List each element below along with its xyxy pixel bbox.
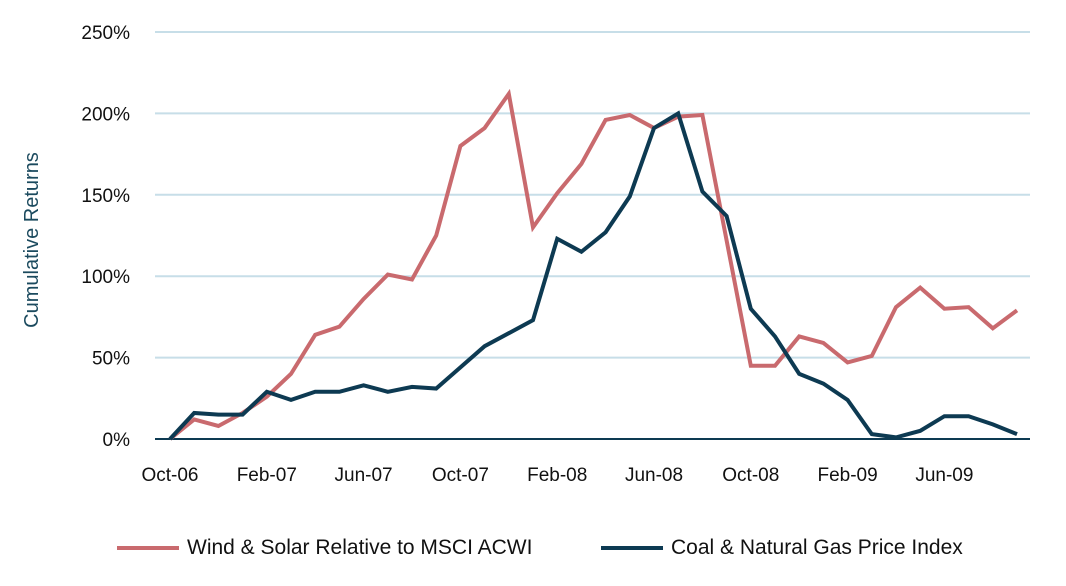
x-tick-label: Feb-09 [817, 465, 877, 486]
series-lines [168, 88, 1019, 441]
x-tick-label: Oct-08 [722, 465, 779, 486]
y-tick-label: 100% [81, 267, 130, 288]
series-line-wind-solar [168, 88, 1019, 441]
x-tick-label: Jun-07 [335, 465, 393, 486]
x-tick-label: Feb-08 [527, 465, 587, 486]
gridlines [155, 31, 1030, 440]
y-tick-label: 250% [81, 23, 130, 44]
x-tick-label: Oct-07 [432, 465, 489, 486]
y-tick-label: 150% [81, 186, 130, 207]
y-tick-label: 200% [81, 104, 130, 125]
y-axis-label: Cumulative Returns [21, 152, 43, 328]
y-tick-labels: 0% 50% 100% 150% 200% 250% [81, 23, 130, 451]
legend-label-coal-gas: Coal & Natural Gas Price Index [671, 536, 963, 559]
x-tick-label: Jun-08 [625, 465, 683, 486]
legend-item-wind-solar: Wind & Solar Relative to MSCI ACWI [117, 536, 532, 560]
x-tick-label: Jun-09 [915, 465, 973, 486]
legend-label-wind-solar: Wind & Solar Relative to MSCI ACWI [187, 536, 533, 559]
legend-item-coal-gas: Coal & Natural Gas Price Index [601, 536, 963, 560]
series-line-coal-gas [168, 110, 1018, 441]
x-tick-label: Feb-07 [237, 465, 297, 486]
y-tick-label: 50% [92, 349, 130, 370]
legend-swatch-coal-gas [601, 546, 663, 550]
legend-swatch-wind-solar [117, 546, 179, 550]
y-tick-label: 0% [103, 430, 131, 451]
x-tick-label: Oct-06 [141, 465, 198, 486]
x-tick-labels: Oct-06 Feb-07 Jun-07 Oct-07 Feb-08 Jun-08 Oct-… [141, 465, 973, 486]
